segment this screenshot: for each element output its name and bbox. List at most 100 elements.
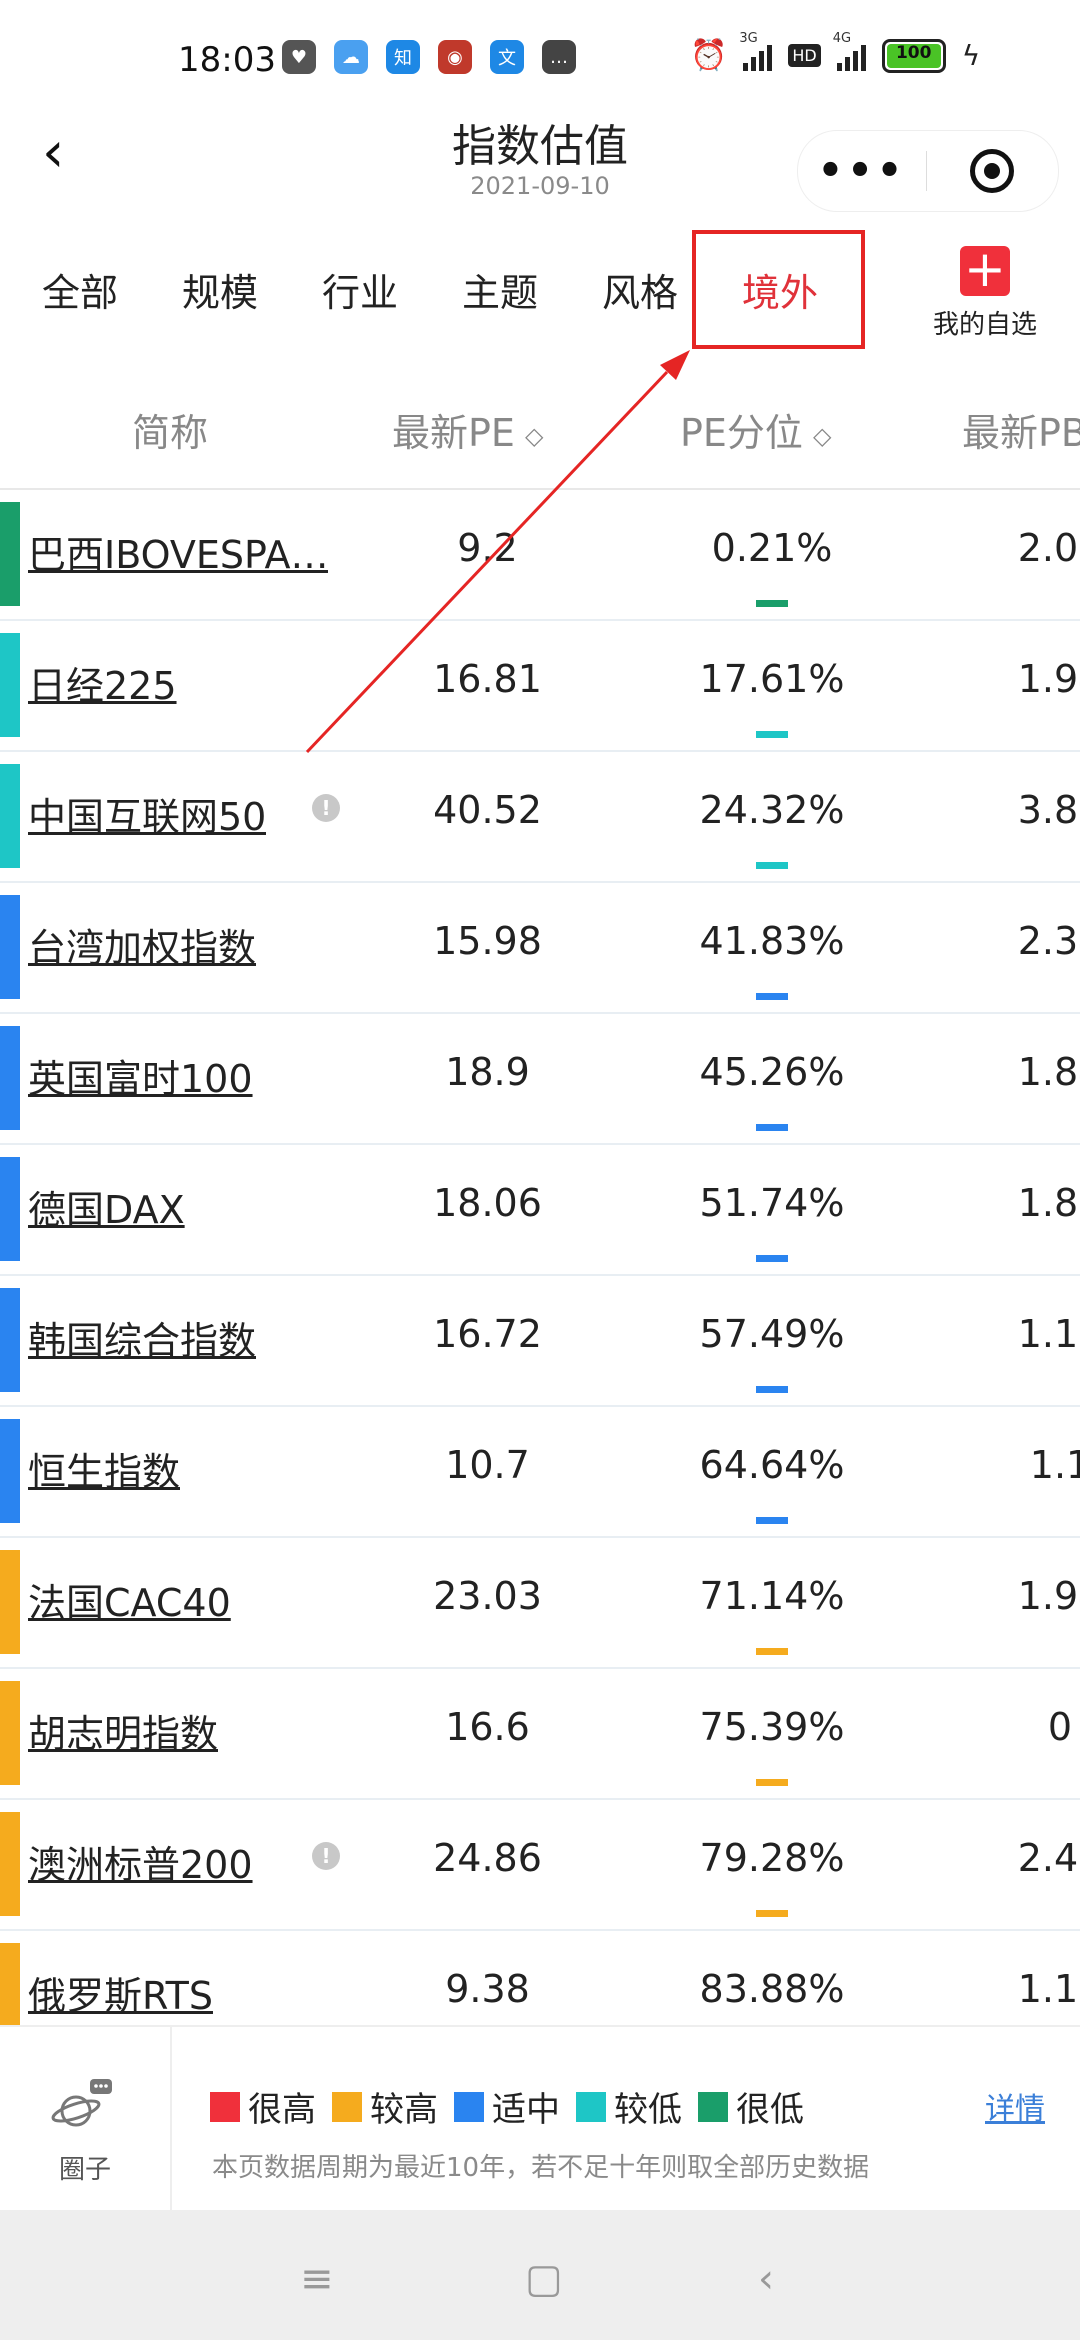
table-row[interactable]: 巴西IBOVESPA… 9.2 0.21% 2.02 <box>0 490 1080 621</box>
back-arrow-icon[interactable]: ‹ <box>42 120 65 185</box>
planet-chat-icon <box>51 2079 112 2127</box>
table-row[interactable]: 英国富时100 18.9 45.26% 1.84 <box>0 1014 1080 1145</box>
index-name[interactable]: 韩国综合指数 <box>28 1319 257 1363</box>
hd-badge: HD <box>788 44 821 67</box>
valuation-color-bar <box>0 895 20 999</box>
pb-value: 3.82 <box>1017 788 1080 832</box>
status-bar: 18:03 ♥ ☁ 知 ◉ 文 … ⏰ 3G HD 4G 100 ϟ <box>0 0 1080 120</box>
zhihu-app-icon: 知 <box>386 40 420 74</box>
index-name[interactable]: 俄罗斯RTS <box>28 1974 213 2018</box>
index-name[interactable]: 英国富时100 <box>28 1057 253 1101</box>
valuation-color-bar <box>0 633 20 737</box>
pb-value: 2.41 <box>1017 1836 1080 1880</box>
cloud-app-icon: ☁ <box>334 40 368 74</box>
tab-theme[interactable]: 主题 <box>462 271 539 315</box>
legend-item: 很高 <box>210 2082 316 2131</box>
valuation-color-bar <box>0 1943 20 2025</box>
index-name[interactable]: 澳洲标普200 <box>28 1843 253 1887</box>
pe-percentile-value: 24.32% <box>699 788 845 832</box>
tab-all[interactable]: 全部 <box>42 271 119 315</box>
nav-back-icon[interactable]: ‹ <box>758 2256 774 2302</box>
percentile-indicator <box>756 1648 788 1655</box>
percentile-indicator <box>756 1124 788 1131</box>
column-pb[interactable]: 最新PB <box>962 411 1080 455</box>
community-button[interactable]: 圈子 <box>0 2027 172 2212</box>
signal-4g-label: 4G <box>832 30 852 46</box>
pb-value: 2.02 <box>1017 526 1080 570</box>
index-name[interactable]: 德国DAX <box>28 1188 185 1232</box>
heart-app-icon: ♥ <box>282 40 316 74</box>
tab-style[interactable]: 风格 <box>602 271 679 315</box>
info-icon[interactable]: ! <box>312 1842 340 1870</box>
table-row[interactable]: 恒生指数 10.7 64.64% 1.1 <box>0 1407 1080 1538</box>
pb-value: 1.83 <box>1017 1181 1080 1225</box>
table-header: 简称 最新PE ◇ PE分位 ◇ 最新PB <box>0 380 1080 490</box>
more-menu-button[interactable]: ••• <box>817 148 907 194</box>
battery-icon: 100 <box>881 38 946 73</box>
column-pe[interactable]: 最新PE ◇ <box>392 402 543 457</box>
pe-value: 24.86 <box>433 1836 542 1880</box>
table-row[interactable]: 德国DAX 18.06 51.74% 1.83 <box>0 1145 1080 1276</box>
tab-scale[interactable]: 规模 <box>182 271 259 315</box>
pb-value: 1.17 <box>1017 1967 1080 2011</box>
seal-app-icon: ◉ <box>438 40 472 74</box>
table-row[interactable]: 韩国综合指数 16.72 57.49% 1.16 <box>0 1276 1080 1407</box>
percentile-indicator <box>756 862 788 869</box>
percentile-indicator <box>756 1779 788 1786</box>
my-favorites-button[interactable]: + 我的自选 <box>920 244 1050 341</box>
table-row[interactable]: 胡志明指数 16.6 75.39% 0 <box>0 1669 1080 1800</box>
my-favorites-label: 我的自选 <box>932 310 1037 340</box>
pe-percentile-value: 41.83% <box>699 919 845 963</box>
tab-industry[interactable]: 行业 <box>322 271 399 315</box>
legend-footer: 圈子 很高 较高 适中 较低 很低 详情 本页数据周期为最近10年，若不足十年则取全部历… <box>0 2025 1080 2212</box>
index-name[interactable]: 恒生指数 <box>28 1450 181 1494</box>
pe-percentile-value: 0.21% <box>711 526 833 570</box>
notification-icons: ♥ ☁ 知 ◉ 文… <box>282 40 576 74</box>
menu-icon[interactable]: ≡ <box>300 2256 334 2302</box>
index-name[interactable]: 巴西IBOVESPA… <box>28 533 328 577</box>
index-name[interactable]: 法国CAC40 <box>28 1581 231 1625</box>
pb-value: 1.16 <box>1017 1312 1080 1356</box>
signal-3g-icon: 3G <box>739 31 773 71</box>
index-name[interactable]: 中国互联网50 <box>28 795 267 839</box>
close-button[interactable] <box>927 149 1057 193</box>
valuation-color-bar <box>0 1157 20 1261</box>
color-legend: 很高 较高 适中 较低 很低 <box>210 2082 820 2131</box>
legend-item: 很低 <box>698 2082 804 2131</box>
table-row[interactable]: 法国CAC40 23.03 71.14% 1.94 <box>0 1538 1080 1669</box>
close-target-icon <box>970 149 1014 193</box>
table-row[interactable]: 俄罗斯RTS 9.38 83.88% 1.17 <box>0 1931 1080 2025</box>
index-name[interactable]: 台湾加权指数 <box>28 926 257 970</box>
percentile-indicator <box>756 1255 788 1262</box>
mini-program-capsule: ••• <box>797 130 1059 212</box>
pe-value: 9.38 <box>445 1967 530 2011</box>
home-icon[interactable]: ▢ <box>525 2256 563 2302</box>
tab-overseas[interactable]: 境外 <box>742 271 819 315</box>
category-tabs: 全部 规模 行业 主题 风格 境外 + 我的自选 <box>0 230 1080 360</box>
signal-3g-label: 3G <box>739 30 758 46</box>
pb-value: 1.1 <box>1029 1443 1080 1487</box>
data-note: 本页数据周期为最近10年，若不足十年则取全部历史数据 <box>212 2153 870 2183</box>
table-row[interactable]: 中国互联网50! 40.52 24.32% 3.82 <box>0 752 1080 883</box>
page-header: ‹ 指数估值 2021-09-10 ••• <box>0 120 1080 220</box>
legend-swatch <box>454 2091 484 2122</box>
info-icon[interactable]: ! <box>312 794 340 822</box>
system-nav-bar: ≡ ▢ ‹ <box>0 2210 1080 2340</box>
details-link[interactable]: 详情 <box>985 2092 1045 2127</box>
message-app-icon: … <box>542 40 576 74</box>
pe-value: 16.81 <box>433 657 542 701</box>
percentile-indicator <box>756 993 788 1000</box>
pe-percentile-value: 79.28% <box>699 1836 845 1880</box>
legend-label: 较高 <box>370 2090 438 2130</box>
pe-value: 18.06 <box>433 1181 542 1225</box>
legend-label: 很高 <box>248 2090 316 2130</box>
column-pe-percentile[interactable]: PE分位 ◇ <box>680 402 831 457</box>
index-name[interactable]: 日经225 <box>28 664 177 708</box>
table-row[interactable]: 日经225 16.81 17.61% 1.94 <box>0 621 1080 752</box>
pb-value: 1.84 <box>1017 1050 1080 1094</box>
table-row[interactable]: 澳洲标普200! 24.86 79.28% 2.41 <box>0 1800 1080 1931</box>
pb-value: 1.94 <box>1017 1574 1080 1618</box>
table-row[interactable]: 台湾加权指数 15.98 41.83% 2.34 <box>0 883 1080 1014</box>
pe-value: 18.9 <box>445 1050 530 1094</box>
index-name[interactable]: 胡志明指数 <box>28 1712 219 1756</box>
